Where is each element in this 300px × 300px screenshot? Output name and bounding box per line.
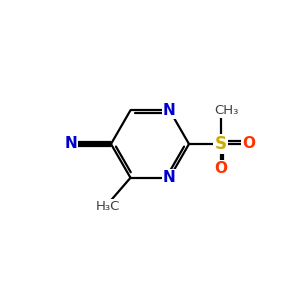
Text: H₃C: H₃C bbox=[96, 200, 120, 213]
Text: O: O bbox=[214, 161, 227, 176]
Text: N: N bbox=[64, 136, 77, 152]
Text: CH₃: CH₃ bbox=[214, 104, 239, 117]
Text: N: N bbox=[163, 170, 176, 185]
Text: N: N bbox=[163, 103, 176, 118]
Text: S: S bbox=[214, 135, 226, 153]
Text: O: O bbox=[242, 136, 255, 152]
